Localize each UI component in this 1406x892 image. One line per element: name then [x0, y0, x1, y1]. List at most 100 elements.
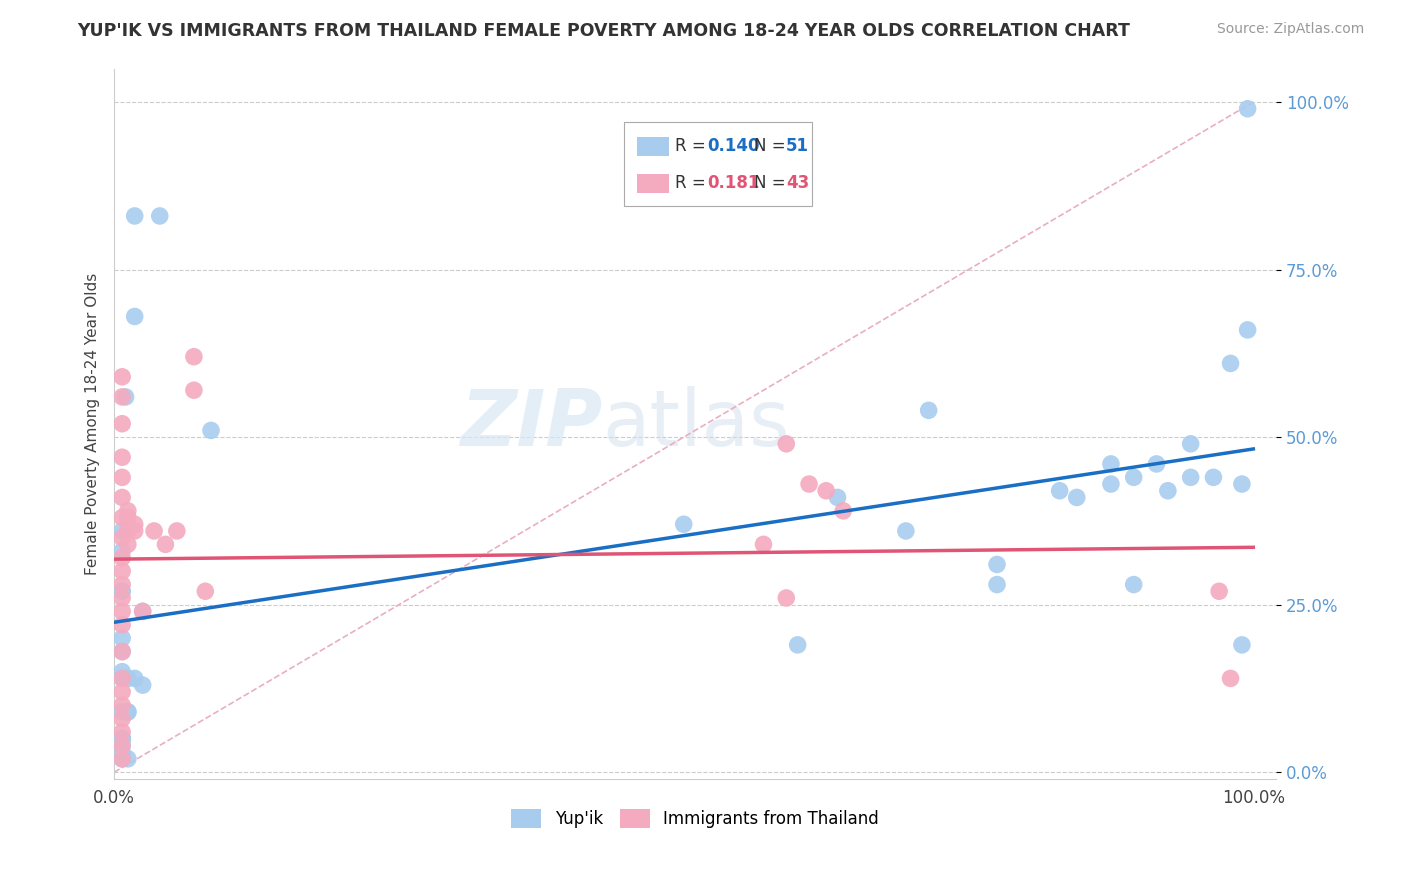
Point: [111, 584, 134, 599]
Point: [111, 544, 134, 558]
Point: [117, 510, 139, 524]
Point: [111, 524, 134, 538]
Point: [752, 537, 775, 551]
Point: [111, 584, 134, 599]
Point: [200, 424, 222, 438]
Point: [111, 672, 134, 686]
Point: [111, 644, 134, 658]
Text: 43: 43: [786, 175, 810, 193]
Point: [894, 524, 917, 538]
Point: [111, 731, 134, 746]
Point: [1230, 477, 1253, 491]
Point: [194, 584, 217, 599]
Point: [1236, 323, 1258, 337]
Point: [183, 383, 205, 397]
Point: [786, 638, 808, 652]
Point: [918, 403, 941, 417]
Point: [986, 577, 1008, 591]
Point: [111, 470, 134, 484]
Point: [117, 705, 139, 719]
Point: [775, 437, 797, 451]
Point: [111, 685, 134, 699]
Text: ZIP: ZIP: [460, 385, 602, 462]
Point: [183, 350, 205, 364]
Point: [111, 591, 134, 605]
Text: R =: R =: [675, 137, 710, 155]
Point: [111, 644, 134, 658]
Text: Source: ZipAtlas.com: Source: ZipAtlas.com: [1216, 22, 1364, 37]
Point: [124, 672, 146, 686]
Point: [114, 390, 136, 404]
Point: [1122, 577, 1144, 591]
Point: [124, 517, 146, 532]
Point: [1099, 457, 1122, 471]
Point: [1230, 638, 1253, 652]
Legend: Yup'ik, Immigrants from Thailand: Yup'ik, Immigrants from Thailand: [505, 802, 886, 835]
Text: 51: 51: [786, 137, 810, 155]
Point: [111, 510, 134, 524]
Point: [1049, 483, 1071, 498]
Point: [797, 477, 820, 491]
Point: [131, 678, 153, 692]
Point: [827, 491, 849, 505]
Point: [1236, 102, 1258, 116]
Point: [1208, 584, 1230, 599]
Point: [111, 752, 134, 766]
Point: [986, 558, 1008, 572]
Point: [1219, 356, 1241, 370]
Point: [111, 491, 134, 505]
Point: [149, 209, 172, 223]
Point: [1180, 470, 1202, 484]
Point: [111, 369, 134, 384]
Point: [143, 524, 166, 538]
Point: [111, 698, 134, 713]
Point: [117, 672, 139, 686]
Point: [111, 731, 134, 746]
Text: N =: N =: [754, 175, 790, 193]
Point: [111, 731, 134, 746]
Point: [111, 604, 134, 618]
Point: [1066, 491, 1088, 505]
Point: [111, 417, 134, 431]
Point: [111, 564, 134, 578]
Point: [111, 631, 134, 645]
Point: [1202, 470, 1225, 484]
Text: R =: R =: [675, 175, 710, 193]
Point: [1219, 672, 1241, 686]
Point: [1180, 437, 1202, 451]
Point: [111, 739, 134, 753]
Point: [155, 537, 177, 551]
Point: [117, 752, 139, 766]
Point: [124, 310, 146, 324]
Point: [815, 483, 838, 498]
Point: [111, 450, 134, 465]
Text: 0.140: 0.140: [707, 137, 759, 155]
Point: [1122, 470, 1144, 484]
Point: [111, 705, 134, 719]
Point: [832, 504, 855, 518]
Point: [111, 745, 134, 759]
Point: [775, 591, 797, 605]
Point: [111, 712, 134, 726]
Point: [1146, 457, 1168, 471]
Point: [1157, 483, 1180, 498]
Text: atlas: atlas: [602, 385, 790, 462]
Point: [166, 524, 188, 538]
Point: [117, 524, 139, 538]
Point: [117, 705, 139, 719]
Y-axis label: Female Poverty Among 18-24 Year Olds: Female Poverty Among 18-24 Year Olds: [86, 273, 100, 574]
Point: [117, 537, 139, 551]
Point: [111, 731, 134, 746]
Point: [124, 209, 146, 223]
Point: [111, 665, 134, 679]
Text: YUP'IK VS IMMIGRANTS FROM THAILAND FEMALE POVERTY AMONG 18-24 YEAR OLDS CORRELAT: YUP'IK VS IMMIGRANTS FROM THAILAND FEMAL…: [77, 22, 1130, 40]
Text: 0.181: 0.181: [707, 175, 759, 193]
Point: [672, 517, 695, 532]
Point: [111, 531, 134, 545]
Point: [117, 504, 139, 518]
Point: [111, 725, 134, 739]
Text: N =: N =: [754, 137, 790, 155]
Point: [1099, 477, 1122, 491]
Point: [111, 617, 134, 632]
Point: [111, 739, 134, 753]
